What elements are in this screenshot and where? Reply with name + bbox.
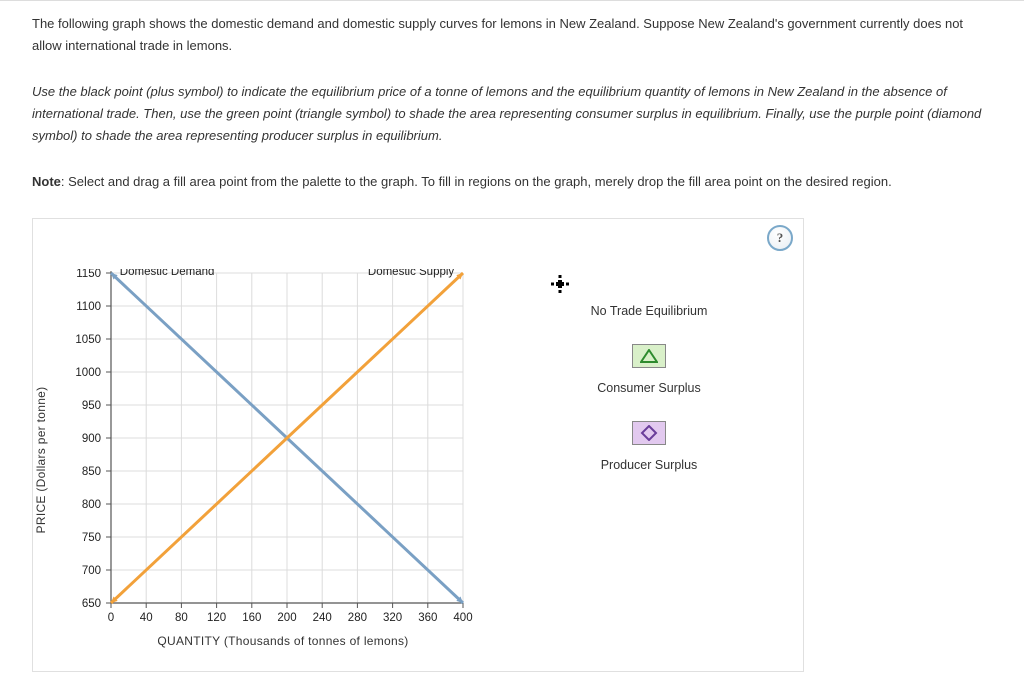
x-axis-label: QUANTITY (Thousands of tonnes of lemons) bbox=[53, 631, 513, 651]
svg-text:240: 240 bbox=[313, 612, 332, 624]
svg-text:750: 750 bbox=[82, 532, 101, 544]
svg-text:40: 40 bbox=[140, 612, 153, 624]
svg-text:1050: 1050 bbox=[75, 334, 101, 346]
svg-text:650: 650 bbox=[82, 598, 101, 610]
help-icon[interactable]: ? bbox=[767, 225, 793, 251]
palette-consumer-surplus[interactable]: Consumer Surplus bbox=[549, 344, 749, 399]
chart-svg[interactable]: 0 40 80 120 160 200 240 280 320 360 400 650 700 750 80… bbox=[53, 269, 493, 629]
svg-text:1150: 1150 bbox=[76, 269, 101, 280]
note-paragraph: Note: Select and drag a fill area point … bbox=[32, 171, 992, 193]
svg-text:80: 80 bbox=[175, 612, 188, 624]
triangle-icon[interactable] bbox=[632, 344, 666, 368]
svg-text:Domestic Demand: Domestic Demand bbox=[120, 269, 215, 278]
intro-paragraph: The following graph shows the domestic d… bbox=[32, 13, 992, 57]
palette-equilibrium[interactable]: No Trade Equilibrium bbox=[549, 275, 749, 322]
svg-text:850: 850 bbox=[82, 466, 101, 478]
palette: No Trade Equilibrium Consumer Surplus bbox=[549, 275, 749, 499]
palette-ps-label: Producer Surplus bbox=[549, 455, 749, 476]
y-axis-label: PRICE (Dollars per tonne) bbox=[31, 386, 51, 533]
note-text: : Select and drag a fill area point from… bbox=[61, 174, 892, 189]
svg-text:360: 360 bbox=[418, 612, 437, 624]
svg-text:320: 320 bbox=[383, 612, 402, 624]
svg-text:160: 160 bbox=[242, 612, 261, 624]
svg-text:900: 900 bbox=[82, 433, 101, 445]
palette-cs-label: Consumer Surplus bbox=[549, 378, 749, 399]
graph-panel: ? PRICE (Dollars per tonne) 0 40 80 120 160 2… bbox=[32, 218, 804, 672]
svg-text:0: 0 bbox=[108, 612, 114, 624]
svg-text:700: 700 bbox=[82, 565, 101, 577]
svg-text:1100: 1100 bbox=[76, 301, 101, 313]
instructions-paragraph: Use the black point (plus symbol) to ind… bbox=[32, 81, 992, 147]
svg-text:800: 800 bbox=[82, 499, 101, 511]
svg-text:120: 120 bbox=[207, 612, 226, 624]
plus-icon[interactable] bbox=[549, 275, 749, 293]
palette-eq-label: No Trade Equilibrium bbox=[549, 301, 749, 322]
svg-text:280: 280 bbox=[348, 612, 367, 624]
svg-text:Domestic Supply: Domestic Supply bbox=[368, 269, 455, 278]
svg-text:1000: 1000 bbox=[75, 367, 101, 379]
svg-text:200: 200 bbox=[277, 612, 296, 624]
palette-producer-surplus[interactable]: Producer Surplus bbox=[549, 421, 749, 476]
chart-area[interactable]: PRICE (Dollars per tonne) 04080120160200… bbox=[53, 269, 513, 651]
svg-text:950: 950 bbox=[82, 400, 101, 412]
svg-text:400: 400 bbox=[453, 612, 472, 624]
diamond-icon[interactable] bbox=[632, 421, 666, 445]
note-label: Note bbox=[32, 174, 61, 189]
